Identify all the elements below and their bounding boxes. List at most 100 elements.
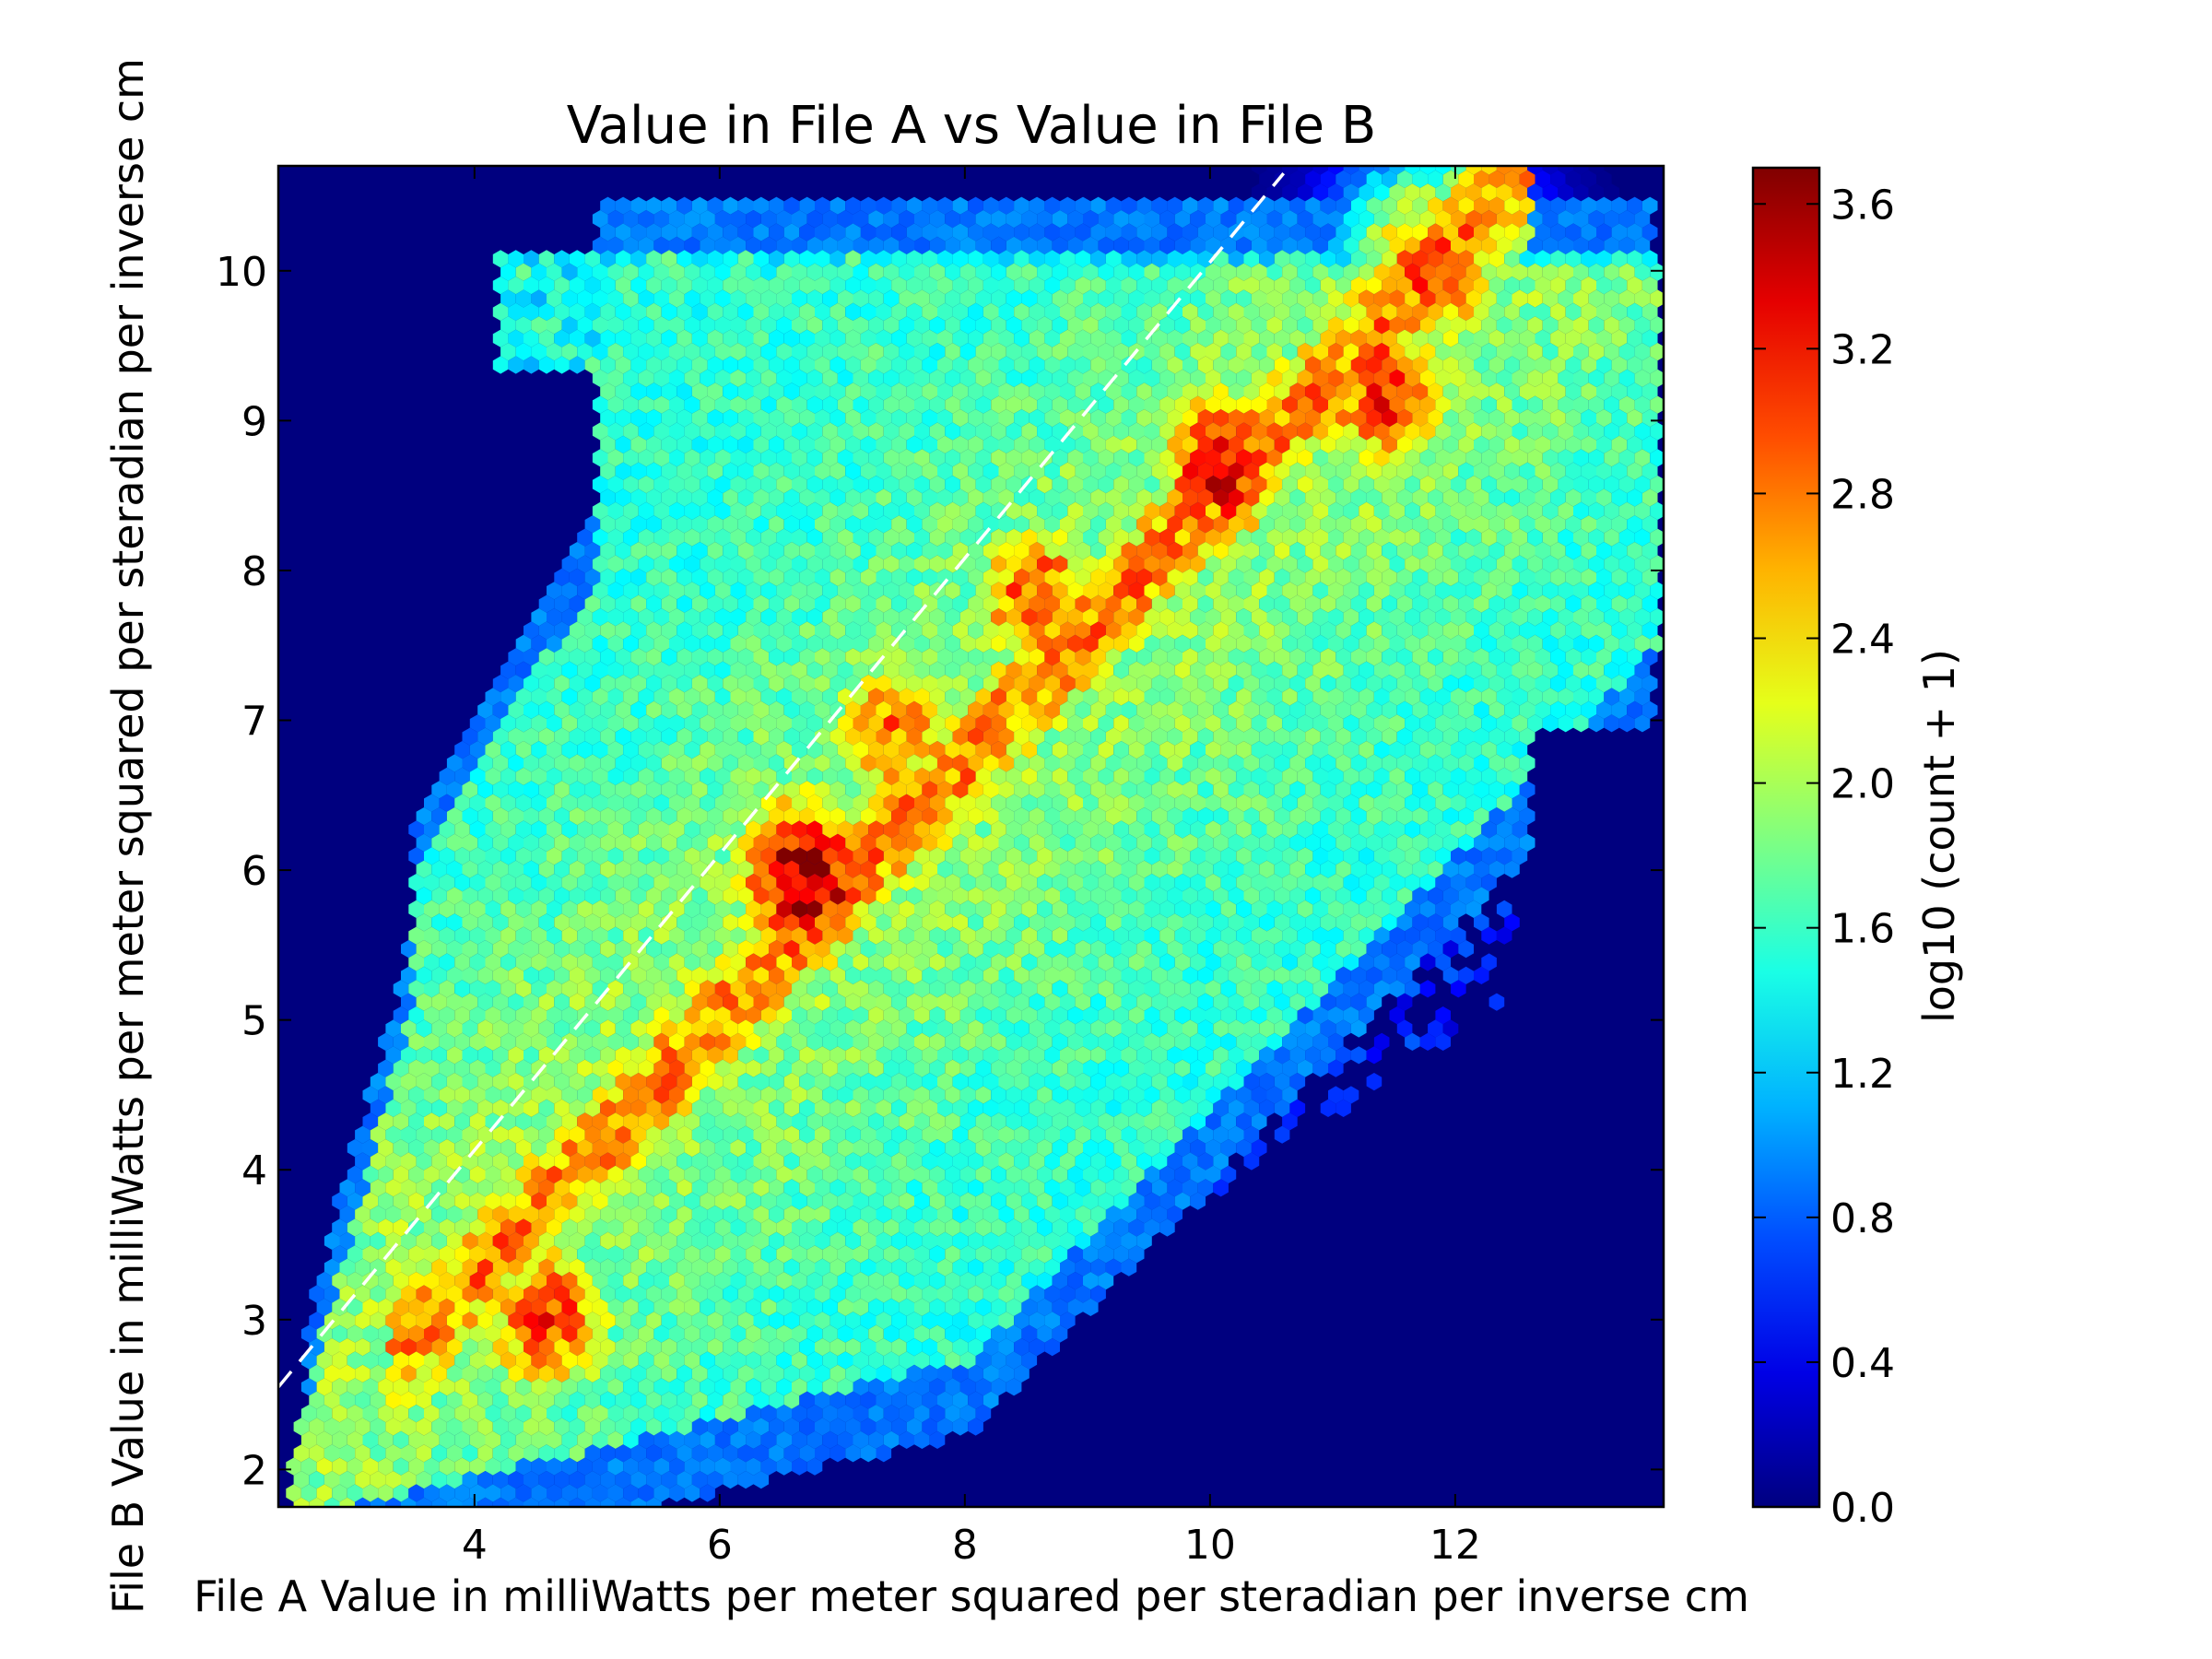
hexbin-cell: [630, 435, 647, 453]
hexbin-cell: [1366, 196, 1382, 215]
hexbin-cell: [684, 582, 700, 600]
hexbin-cell: [868, 369, 884, 387]
hexbin-cell: [1366, 435, 1382, 453]
hexbin-cell: [1052, 501, 1068, 520]
hexbin-cell: [830, 356, 846, 374]
hexbin-cell: [792, 449, 807, 467]
hexbin-cell: [1121, 488, 1137, 507]
hexbin-cell: [1083, 555, 1099, 573]
hexbin-cell: [1083, 528, 1099, 547]
hexbin-cell: [1136, 568, 1152, 586]
hexbin-cell: [1090, 302, 1106, 321]
hexbin-cell: [1581, 329, 1596, 347]
hexbin-cell: [1328, 555, 1344, 573]
hexbin-cell: [607, 236, 624, 254]
hexbin-cell: [1359, 289, 1374, 308]
hexbin-cell: [1259, 409, 1275, 428]
hexbin-cell: [1428, 302, 1443, 321]
hexbin-cell: [615, 329, 631, 347]
hexbin-cell: [822, 210, 838, 229]
hexbin-cell: [615, 302, 631, 321]
hexbin-cell: [830, 196, 846, 215]
hexbin-cell: [998, 648, 1015, 666]
hexbin-cell: [822, 501, 838, 520]
hexbin-cell: [1282, 422, 1298, 441]
hexbin-cell: [806, 449, 823, 467]
hexbin-cell: [1236, 236, 1252, 254]
hexbin-cell: [615, 356, 631, 374]
hexbin-cell: [1428, 542, 1443, 560]
hexbin-cell: [1297, 608, 1313, 627]
hexbin-cell: [746, 316, 761, 335]
hexbin-cell: [899, 634, 914, 653]
hexbin-cell: [1350, 276, 1367, 295]
hexbin-cell: [799, 250, 815, 268]
hexbin-cell: [937, 542, 953, 560]
hexbin-cell: [1159, 236, 1175, 254]
hexbin-cell: [691, 621, 708, 640]
hexbin-cell: [883, 555, 900, 573]
hexbin-cell: [1618, 369, 1635, 387]
hexbin-cell: [959, 395, 976, 414]
hexbin-cell: [1588, 582, 1605, 600]
hexbin-cell: [769, 542, 784, 560]
hexbin-cell: [1282, 449, 1298, 467]
hexbin-cell: [1428, 276, 1443, 295]
hexbin-cell: [1596, 542, 1612, 560]
hexbin-cell: [1075, 435, 1091, 453]
hexbin-cell: [524, 276, 539, 295]
hexbin-cell: [945, 449, 960, 467]
hexbin-cell: [1297, 236, 1313, 254]
hexbin-cell: [1481, 316, 1497, 335]
hexbin-cell: [630, 568, 647, 586]
hexbin-cell: [1542, 634, 1559, 653]
hexbin-cell: [1213, 196, 1229, 215]
hexbin-cell: [1504, 568, 1520, 586]
hexbin-cell: [1419, 166, 1436, 175]
hexbin-cell: [1596, 382, 1612, 401]
hexbin-cell: [1029, 515, 1045, 534]
hexbin-cell: [1451, 422, 1466, 441]
hexbin-cell: [822, 236, 838, 254]
hexbin-cell: [1266, 236, 1283, 254]
hexbin-cell: [1289, 196, 1306, 215]
hexbin-cell: [830, 276, 846, 295]
hexbin-cell: [1396, 382, 1413, 401]
hexbin-cell: [723, 276, 738, 295]
hexbin-cell: [822, 289, 838, 308]
hexbin-cell: [1428, 223, 1443, 241]
hexbin-cell: [1581, 542, 1596, 560]
hexbin-cell: [1618, 476, 1635, 494]
hexbin-cell: [922, 462, 937, 480]
hexbin-cell: [906, 223, 923, 241]
hexbin-cell: [830, 302, 846, 321]
hexbin-cell: [998, 594, 1015, 613]
hexbin-cell: [1496, 183, 1512, 202]
hexbin-cell: [914, 316, 930, 335]
hexbin-cell: [1474, 302, 1489, 321]
hexbin-cell: [1098, 555, 1114, 573]
hexbin-cell: [1634, 343, 1651, 361]
hexbin-cell: [707, 329, 724, 347]
hexbin-cell: [615, 276, 631, 295]
hexbin-cell: [806, 582, 823, 600]
hexbin-cell: [945, 422, 960, 441]
hexbin-cell: [1060, 648, 1076, 666]
hexbin-cell: [661, 196, 677, 215]
hexbin-cell: [1037, 634, 1053, 653]
hexbin-cell: [1136, 409, 1152, 428]
hexbin-cell: [753, 594, 770, 613]
hexbin-cell: [547, 263, 562, 281]
hexbin-cell: [1451, 183, 1466, 202]
hexbin-cell: [684, 236, 700, 254]
hexbin-cell: [1297, 449, 1313, 467]
hexbin-cell: [730, 263, 747, 281]
hexbin-cell: [876, 329, 892, 347]
hexbin-cell: [600, 409, 616, 428]
hexbin-cell: [792, 634, 807, 653]
hexbin-cell: [615, 488, 631, 507]
hexbin-cell: [822, 343, 838, 361]
hexbin-cell: [1419, 316, 1436, 335]
hexbin-cell: [1067, 263, 1083, 281]
hexbin-cell: [860, 276, 877, 295]
